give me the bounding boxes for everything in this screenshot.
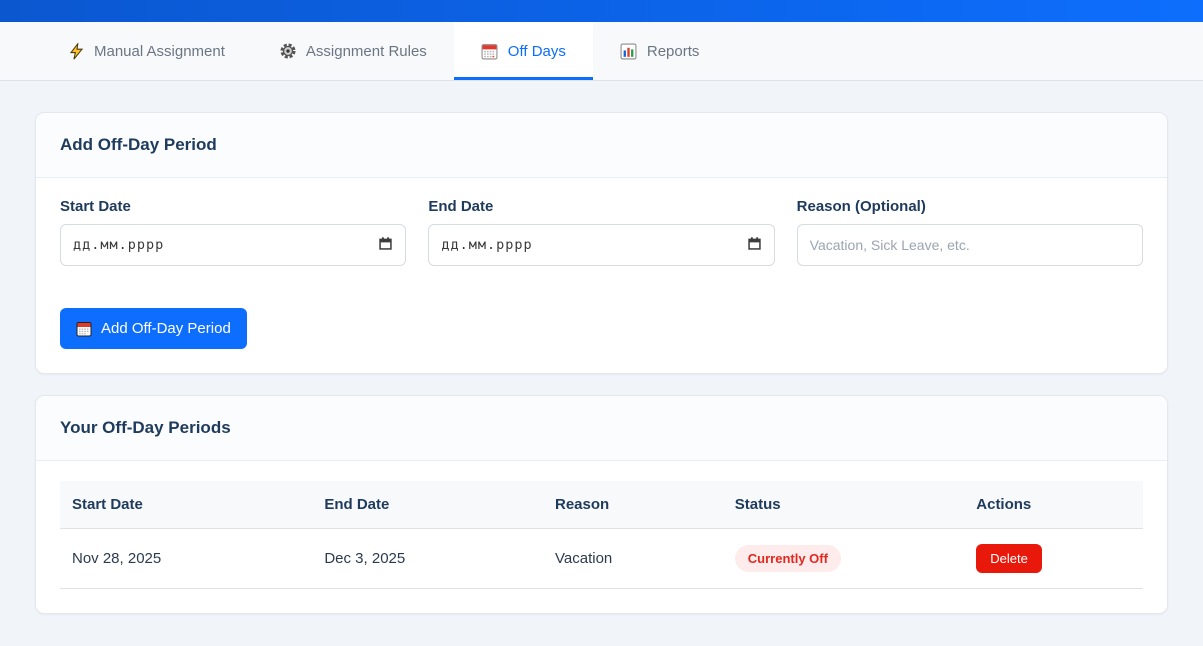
off-day-periods-card-header: Your Off-Day Periods: [36, 396, 1167, 461]
start-date-input[interactable]: дд.мм.рррр: [60, 224, 407, 266]
cell-end-date: Dec 3, 2025: [312, 528, 543, 589]
status-badge: Currently Off: [734, 545, 841, 572]
table-header-row: Start Date End Date Reason Status Action…: [60, 481, 1143, 529]
gear-icon: [279, 42, 297, 60]
tab-reports[interactable]: Reports: [593, 22, 727, 80]
card-title: Your Off-Day Periods: [60, 418, 231, 437]
delete-button[interactable]: Delete: [976, 544, 1042, 573]
col-header-end-date: End Date: [312, 481, 543, 529]
tab-bar: Manual Assignment Assignment Rules: [0, 22, 1203, 81]
tab-manual-assignment[interactable]: Manual Assignment: [40, 22, 252, 80]
col-header-actions: Actions: [964, 481, 1143, 529]
tab-label: Reports: [646, 42, 700, 60]
reason-input[interactable]: [796, 224, 1143, 266]
col-header-reason: Reason: [543, 481, 723, 529]
lightning-icon: [67, 42, 85, 60]
off-day-form: Start Date дд.мм.рррр: [60, 198, 1143, 266]
start-date-placeholder: дд.мм.рррр: [73, 237, 165, 253]
calendar-icon: [481, 42, 499, 60]
date-picker-icon[interactable]: [378, 236, 393, 254]
card-title: Add Off-Day Period: [60, 135, 217, 154]
add-off-day-card-body: Start Date дд.мм.рррр: [36, 178, 1167, 373]
date-picker-icon[interactable]: [747, 236, 762, 254]
bar-chart-icon: [620, 42, 638, 60]
tab-label: Manual Assignment: [94, 42, 225, 60]
cell-actions: Delete: [964, 528, 1143, 589]
reason-field-group: Reason (Optional): [796, 198, 1143, 266]
col-header-status: Status: [722, 481, 965, 529]
off-day-periods-card: Your Off-Day Periods Start Date End Date…: [35, 395, 1168, 614]
col-header-start-date: Start Date: [60, 481, 313, 529]
table-row: Nov 28, 2025 Dec 3, 2025 Vacation Curren…: [60, 528, 1143, 589]
off-day-periods-table: Start Date End Date Reason Status Action…: [60, 481, 1143, 589]
tab-assignment-rules[interactable]: Assignment Rules: [252, 22, 454, 80]
tab-off-days[interactable]: Off Days: [453, 22, 593, 80]
off-day-periods-card-body: Start Date End Date Reason Status Action…: [36, 461, 1167, 613]
end-date-field-group: End Date дд.мм.рррр: [428, 198, 775, 266]
add-off-day-button-label: Add Off-Day Period: [101, 320, 231, 337]
cell-reason: Vacation: [543, 528, 723, 589]
cell-start-date: Nov 28, 2025: [60, 528, 313, 589]
tab-label: Off Days: [507, 42, 566, 60]
calendar-icon: [76, 321, 92, 337]
reason-label: Reason (Optional): [796, 198, 926, 215]
end-date-label: End Date: [428, 198, 494, 215]
add-off-day-button[interactable]: Add Off-Day Period: [60, 308, 247, 349]
end-date-input[interactable]: дд.мм.рррр: [428, 224, 775, 266]
end-date-placeholder: дд.мм.рррр: [441, 237, 533, 253]
start-date-field-group: Start Date дд.мм.рррр: [60, 198, 407, 266]
add-off-day-card: Add Off-Day Period Start Date дд.мм.рррр: [35, 112, 1168, 374]
add-off-day-card-header: Add Off-Day Period: [36, 113, 1167, 178]
tab-label: Assignment Rules: [305, 42, 427, 60]
top-blue-bar: [0, 0, 1203, 22]
start-date-label: Start Date: [60, 198, 131, 215]
main-content: Add Off-Day Period Start Date дд.мм.рррр: [0, 81, 1203, 614]
cell-status: Currently Off: [722, 528, 965, 589]
